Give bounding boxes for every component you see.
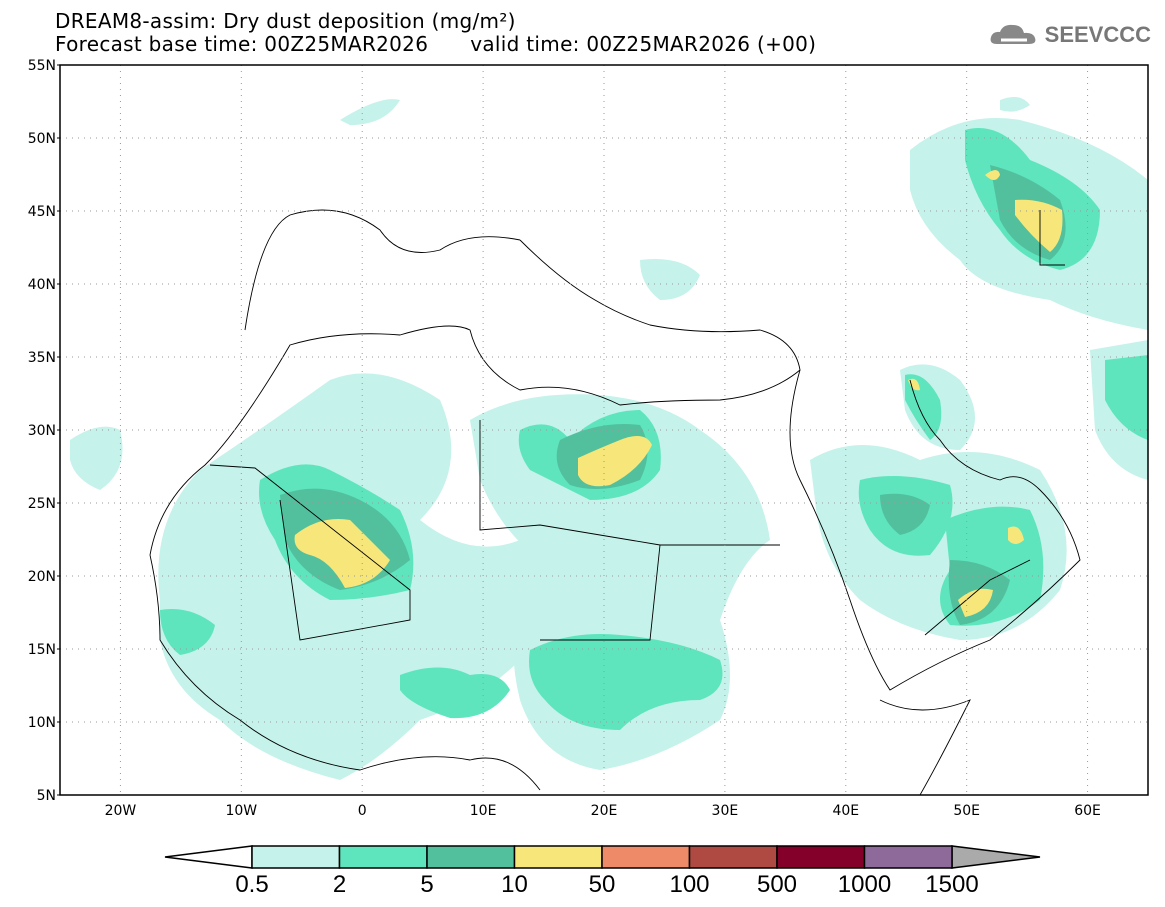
colorbar-swatch: [251, 845, 341, 869]
lon-label: 10E: [470, 803, 497, 819]
seevccc-logo: SEEVCCC: [989, 22, 1151, 48]
colorbar-under-arrow: [164, 845, 253, 869]
lon-label: 60E: [1074, 803, 1101, 819]
lat-label: 20N: [28, 569, 56, 585]
colorbar-level-label: 50: [589, 871, 616, 898]
dust-level-10-50: [294, 170, 1063, 617]
colorbar-level-label: 500: [757, 871, 797, 898]
time-info: Forecast base time: 00Z25MAR2026 valid ti…: [55, 33, 816, 55]
lon-label: 30E: [712, 803, 739, 819]
lon-label: 20W: [105, 803, 137, 819]
colorbar-level-label: 1000: [838, 871, 891, 898]
cloud-icon: [990, 24, 1036, 44]
lat-label: 50N: [28, 131, 56, 147]
lat-label: 35N: [28, 350, 56, 366]
colorbar-level-label: 5: [420, 871, 433, 898]
colorbar-level-label: 0.5: [235, 871, 268, 898]
lat-label: 40N: [28, 277, 56, 293]
colorbar-swatch: [601, 845, 691, 869]
valid-time: valid time: 00Z25MAR2026 (+00): [470, 32, 817, 56]
colorbar-level-label: 1500: [925, 871, 978, 898]
colorbar-swatch: [776, 845, 866, 869]
lat-label: 10N: [28, 715, 56, 731]
colorbar-swatch: [426, 845, 516, 869]
lat-label: 25N: [28, 496, 56, 512]
lon-label: 10W: [225, 803, 257, 819]
colorbar-swatch: [688, 845, 778, 869]
lat-label: 55N: [28, 58, 56, 74]
lat-label: 5N: [37, 788, 56, 804]
lat-label: 15N: [28, 642, 56, 658]
colorbar: 0.5 2 5 10 50 100 500 1000 1500: [164, 845, 1041, 898]
colorbar-swatch: [863, 845, 953, 869]
logo-text: SEEVCCC: [1044, 22, 1151, 47]
lon-label: 40E: [832, 803, 859, 819]
colorbar-level-label: 100: [669, 871, 709, 898]
colorbar-swatch: [513, 845, 603, 869]
colorbar-level-label: 10: [501, 871, 528, 898]
lat-label: 45N: [28, 204, 56, 220]
base-time: Forecast base time: 00Z25MAR2026: [55, 32, 429, 56]
colorbar-level-label: 2: [333, 871, 346, 898]
dust-field: [70, 96, 1148, 795]
lon-label: 50E: [953, 803, 980, 819]
colorbar-over-arrow: [951, 845, 1041, 869]
lat-label: 30N: [28, 423, 56, 439]
graticule: [60, 65, 1148, 795]
lon-label: 20E: [591, 803, 618, 819]
colorbar-swatch: [338, 845, 428, 869]
map-title: DREAM8-assim: Dry dust deposition (mg/m²…: [55, 9, 516, 33]
lon-label: 0: [358, 803, 367, 819]
coastlines-borders: [149, 209, 1081, 795]
